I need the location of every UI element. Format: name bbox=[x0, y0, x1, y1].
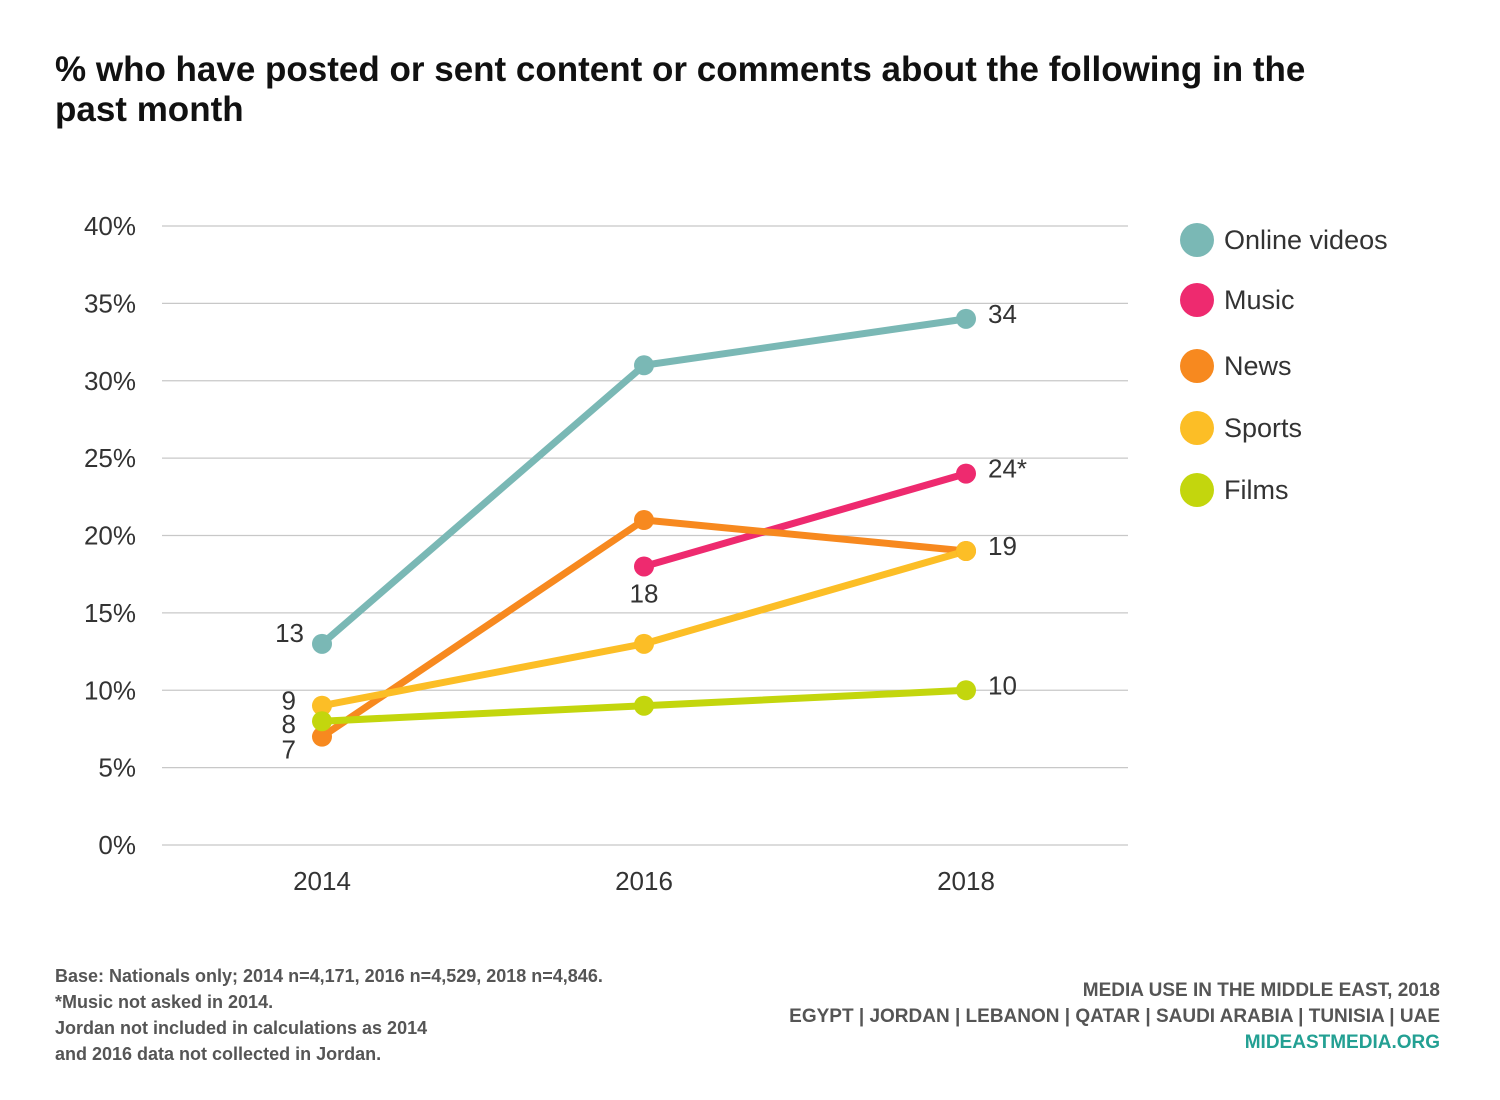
series-line-music bbox=[640, 470, 970, 570]
y-tick-label: 10% bbox=[84, 675, 136, 705]
legend-item: Sports bbox=[1180, 406, 1302, 450]
legend-item: Films bbox=[1180, 468, 1288, 512]
data-label: 18 bbox=[630, 578, 659, 608]
legend-item: Music bbox=[1180, 278, 1295, 322]
data-label: 34 bbox=[988, 299, 1017, 329]
y-tick-label: 5% bbox=[98, 753, 136, 783]
legend-label: Films bbox=[1224, 474, 1289, 505]
footnote-base: Base: Nationals only; 2014 n=4,171, 2016… bbox=[55, 966, 603, 986]
x-tick-label: 2016 bbox=[615, 866, 673, 896]
credit-site-link[interactable]: MIDEASTMEDIA.ORG bbox=[1244, 1032, 1440, 1053]
data-point-films bbox=[956, 680, 976, 701]
legend-label: News bbox=[1224, 350, 1292, 381]
data-label: 9 bbox=[282, 686, 296, 716]
footnote-jordan-2: and 2016 data not collected in Jordan. bbox=[55, 1044, 382, 1064]
legend-label: Sports bbox=[1224, 412, 1303, 443]
legend-swatch bbox=[1180, 349, 1214, 383]
data-label: 13 bbox=[275, 618, 304, 648]
data-label: 8 bbox=[282, 709, 296, 739]
footnote-music: *Music not asked in 2014. bbox=[55, 992, 274, 1012]
data-point-online-videos bbox=[312, 633, 332, 654]
data-point-sports bbox=[956, 540, 976, 561]
legend-swatch bbox=[1180, 411, 1214, 445]
y-tick-label: 15% bbox=[84, 598, 136, 628]
credits: MEDIA USE IN THE MIDDLE EAST, 2018 EGYPT… bbox=[640, 978, 1440, 1056]
y-tick-label: 30% bbox=[84, 366, 136, 396]
legend-swatch bbox=[1180, 473, 1214, 507]
y-tick-label: 40% bbox=[84, 211, 136, 241]
data-label: 24* bbox=[988, 454, 1027, 484]
x-tick-label: 2014 bbox=[293, 866, 351, 896]
x-tick-label: 2018 bbox=[937, 866, 995, 896]
chart-title: % who have posted or sent content or com… bbox=[55, 50, 1306, 129]
legend-swatch bbox=[1180, 223, 1214, 257]
data-point-music bbox=[956, 463, 976, 484]
data-label: 10 bbox=[988, 670, 1017, 700]
credit-report: MEDIA USE IN THE MIDDLE EAST, 2018 bbox=[1082, 980, 1440, 1001]
y-tick-label: 0% bbox=[98, 830, 136, 860]
data-point-sports bbox=[312, 695, 332, 716]
y-tick-label: 35% bbox=[84, 288, 136, 318]
data-point-online-videos bbox=[634, 355, 654, 376]
data-point-films bbox=[312, 711, 332, 732]
legend-item: News bbox=[1180, 344, 1292, 388]
data-point-music bbox=[634, 556, 654, 577]
legend-label: Online videos bbox=[1224, 224, 1388, 255]
data-point-news bbox=[634, 510, 654, 531]
data-label: 19 bbox=[988, 531, 1017, 561]
footnotes: Base: Nationals only; 2014 n=4,171, 2016… bbox=[55, 963, 755, 1067]
data-point-films bbox=[634, 695, 654, 716]
data-point-online-videos bbox=[956, 308, 976, 329]
legend-label: Music bbox=[1224, 284, 1295, 315]
legend-item: Online videos bbox=[1180, 218, 1388, 262]
legend-swatch bbox=[1180, 283, 1214, 317]
data-point-news bbox=[312, 726, 332, 747]
y-tick-label: 25% bbox=[84, 443, 136, 473]
data-label: 7 bbox=[282, 735, 296, 765]
data-point-sports bbox=[634, 633, 654, 654]
credit-countries: EGYPT | JORDAN | LEBANON | QATAR | SAUDI… bbox=[789, 1006, 1440, 1027]
y-tick-label: 20% bbox=[84, 521, 136, 551]
footnote-jordan-1: Jordan not included in calculations as 2… bbox=[55, 1018, 428, 1038]
